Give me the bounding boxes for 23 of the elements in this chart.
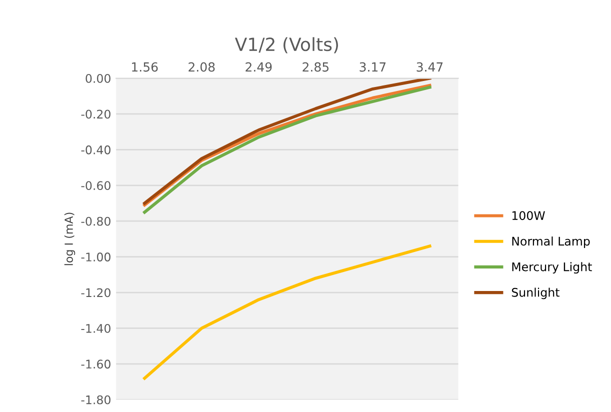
y-tick-label: -0.20 — [81, 110, 110, 119]
x-tick-label: 3.17 — [360, 62, 386, 72]
y-tick-label: -0.80 — [81, 216, 110, 226]
x-tick-label: 3.47 — [416, 62, 443, 72]
line-series — [143, 244, 432, 380]
y-tick-label: 0.00 — [86, 74, 110, 83]
legend-label: Sunlight — [512, 288, 560, 300]
y-tick-label: -0.60 — [81, 181, 110, 190]
y-tick-label: -1.60 — [81, 360, 110, 369]
y-tick-label: -1.80 — [81, 395, 110, 404]
legend-label: Mercury Light — [512, 262, 592, 274]
x-tick-label: 2.08 — [188, 62, 215, 72]
y-tick-label: -1.00 — [81, 252, 110, 262]
y-axis-title: log I (mA) — [64, 212, 76, 266]
y-tick-label: -1.40 — [81, 324, 110, 333]
legend-label: 100W — [512, 211, 545, 220]
y-tick-label: -1.20 — [81, 288, 110, 298]
x-tick-label: 2.85 — [302, 62, 329, 72]
y-tick-label: -0.40 — [81, 145, 110, 154]
x-tick-label: 1.56 — [132, 62, 158, 72]
x-axis-title: V1/2 (Volts) — [234, 37, 338, 54]
x-tick-label: 2.49 — [246, 62, 272, 72]
legend-label: Normal Lamp — [512, 236, 590, 248]
